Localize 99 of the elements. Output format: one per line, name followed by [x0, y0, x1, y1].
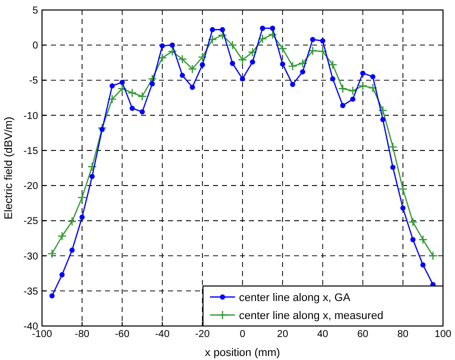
point	[428, 251, 438, 260]
point	[170, 42, 175, 48]
point	[80, 214, 85, 220]
point	[248, 48, 258, 57]
y-tick-label: -15	[24, 146, 38, 157]
point	[318, 46, 328, 56]
legend-label: center line along x, GA	[239, 292, 351, 304]
y-tick-label: -35	[24, 286, 38, 298]
point	[418, 235, 428, 244]
point	[110, 83, 115, 88]
point	[78, 192, 87, 202]
point	[380, 116, 386, 122]
y-tick-label: 5	[32, 6, 38, 16]
point	[238, 55, 248, 64]
point	[178, 54, 187, 64]
x-tick-label: 60	[357, 329, 369, 340]
point	[378, 106, 388, 116]
point	[298, 58, 308, 68]
point	[358, 81, 368, 90]
point	[230, 60, 236, 66]
point	[408, 217, 418, 227]
point	[69, 248, 75, 253]
x-tick-label: -60	[114, 329, 130, 340]
point	[160, 43, 165, 48]
y-tick-label: -30	[24, 251, 38, 262]
point	[100, 126, 105, 132]
x-tick-label: -100	[32, 329, 52, 340]
point	[140, 109, 145, 114]
point	[348, 86, 358, 96]
point	[350, 96, 356, 102]
point	[190, 84, 195, 90]
point	[268, 30, 278, 40]
point	[57, 232, 67, 241]
point	[278, 44, 288, 54]
point	[340, 102, 346, 108]
point	[67, 216, 77, 226]
x-tick-label: 20	[277, 329, 289, 340]
y-tick-label: -20	[24, 181, 38, 192]
point	[400, 205, 406, 211]
point	[128, 88, 137, 98]
point	[270, 26, 276, 31]
point	[258, 34, 268, 44]
point	[210, 27, 216, 32]
point	[368, 83, 378, 93]
point	[390, 164, 396, 170]
point	[208, 34, 218, 44]
point	[118, 84, 127, 94]
point	[180, 72, 185, 78]
point	[388, 142, 398, 152]
point	[398, 184, 408, 194]
point	[150, 81, 155, 86]
point	[200, 62, 205, 68]
point	[300, 69, 306, 74]
x-tick-label: 80	[397, 329, 409, 340]
y-tick-label: -5	[29, 76, 38, 87]
point	[260, 26, 266, 31]
point	[280, 61, 286, 67]
point	[320, 38, 326, 44]
point	[188, 64, 197, 74]
point	[228, 40, 238, 50]
legend-label: center line along x, measured	[239, 310, 384, 322]
point	[240, 76, 246, 82]
point	[288, 62, 298, 71]
point	[220, 27, 226, 32]
x-tick-label: 40	[317, 329, 329, 340]
point	[310, 36, 316, 42]
point	[59, 272, 65, 278]
point	[168, 46, 177, 56]
y-axis-title: Electric field (dBV/m)	[3, 116, 15, 220]
point	[120, 80, 125, 85]
point	[370, 74, 376, 80]
point	[90, 174, 95, 180]
point	[410, 237, 416, 242]
point	[218, 30, 228, 40]
x-tick-label: -80	[74, 329, 90, 340]
point	[130, 106, 135, 111]
point	[49, 293, 55, 298]
point	[338, 84, 348, 94]
point	[198, 52, 207, 62]
point	[47, 249, 57, 258]
x-tick-label: 100	[434, 329, 452, 340]
point	[330, 76, 336, 82]
point	[420, 262, 426, 268]
y-tick-label: 0	[32, 40, 38, 52]
point	[138, 92, 147, 101]
y-tick-label: -10	[24, 110, 38, 122]
x-axis-title: x position (mm)	[204, 347, 280, 359]
point	[108, 94, 117, 104]
y-tick-label: -25	[24, 216, 38, 228]
point	[158, 53, 167, 62]
x-tick-label: -40	[155, 329, 170, 340]
point	[88, 162, 97, 172]
point	[328, 60, 338, 70]
x-tick-label: 0	[240, 329, 246, 340]
point	[290, 82, 296, 88]
point	[250, 59, 256, 65]
x-tick-label: -20	[195, 329, 210, 340]
point	[360, 70, 366, 76]
point	[308, 46, 318, 56]
